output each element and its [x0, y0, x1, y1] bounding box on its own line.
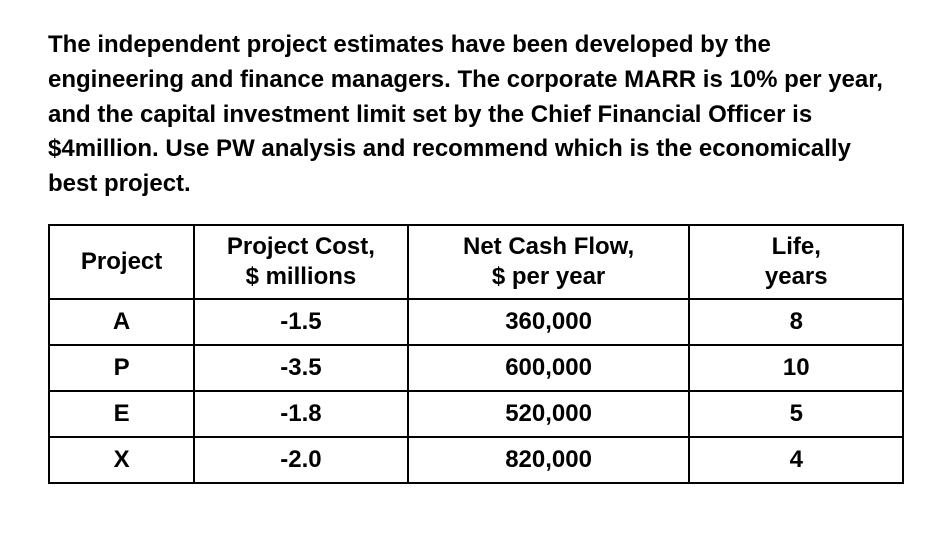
cell-project: P — [49, 345, 194, 391]
table-header-row: Project Project Cost, $ millions Net Cas… — [49, 225, 903, 299]
cell-cost: -2.0 — [194, 437, 408, 483]
col-header-cost-line2: $ millions — [201, 262, 401, 292]
col-header-ncf-line2: $ per year — [415, 262, 683, 292]
cell-cost: -1.8 — [194, 391, 408, 437]
cell-project: A — [49, 299, 194, 345]
cell-ncf: 600,000 — [408, 345, 690, 391]
table-row: X -2.0 820,000 4 — [49, 437, 903, 483]
cell-life: 10 — [689, 345, 903, 391]
projects-table: Project Project Cost, $ millions Net Cas… — [48, 224, 904, 484]
cell-life: 4 — [689, 437, 903, 483]
cell-project: E — [49, 391, 194, 437]
cell-life: 5 — [689, 391, 903, 437]
col-header-cost-line1: Project Cost, — [201, 232, 401, 262]
col-header-project: Project — [49, 225, 194, 299]
col-header-life-line1: Life, — [696, 232, 896, 262]
col-header-project-line1: Project — [56, 247, 187, 277]
table-row: A -1.5 360,000 8 — [49, 299, 903, 345]
table-row: P -3.5 600,000 10 — [49, 345, 903, 391]
col-header-ncf-line1: Net Cash Flow, — [415, 232, 683, 262]
col-header-ncf: Net Cash Flow, $ per year — [408, 225, 690, 299]
cell-ncf: 360,000 — [408, 299, 690, 345]
cell-ncf: 520,000 — [408, 391, 690, 437]
cell-cost: -3.5 — [194, 345, 408, 391]
col-header-life-line2: years — [696, 262, 896, 292]
cell-cost: -1.5 — [194, 299, 408, 345]
table-row: E -1.8 520,000 5 — [49, 391, 903, 437]
cell-life: 8 — [689, 299, 903, 345]
col-header-life: Life, years — [689, 225, 903, 299]
cell-ncf: 820,000 — [408, 437, 690, 483]
cell-project: X — [49, 437, 194, 483]
problem-statement: The independent project estimates have b… — [48, 28, 904, 202]
col-header-cost: Project Cost, $ millions — [194, 225, 408, 299]
